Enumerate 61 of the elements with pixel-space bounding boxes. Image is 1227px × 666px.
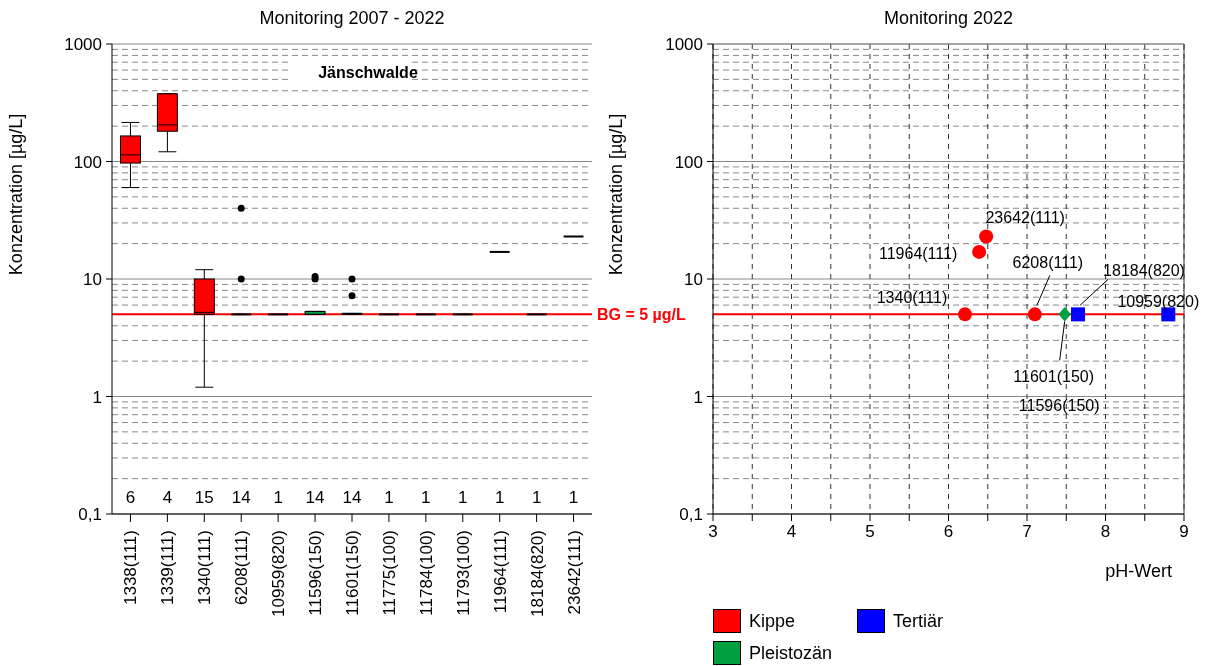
legend-label: Tertiär (893, 610, 944, 632)
x-axis-title: pH-Wert (1105, 561, 1172, 581)
annotation: 1 (273, 488, 283, 507)
annotation: 14 (305, 488, 325, 507)
annotation: 1340(111) (876, 289, 948, 307)
chart-title: Monitoring 2022 (882, 8, 1015, 29)
x-tick-label: 11784(100) (416, 530, 436, 616)
legend-label: Kippe (749, 610, 796, 632)
y-tick-label: 10 (684, 270, 703, 289)
x-tick-label: 9 (1179, 522, 1189, 541)
y-tick-label: 0,1 (78, 505, 102, 524)
y-tick-label: 1 (693, 387, 703, 407)
y-tick-label: 0,1 (679, 505, 703, 524)
y-tick-label: 1000 (64, 35, 102, 54)
x-tick-label: 3 (708, 522, 718, 541)
annotation: 23642(111) (985, 209, 1065, 227)
annotation: 1 (568, 488, 579, 507)
x-tick-label: 10959(820) (269, 530, 289, 617)
annotation: 1 (421, 488, 431, 507)
annotation: 6208(111) (1012, 254, 1084, 272)
x-tick-label: 8 (1100, 522, 1111, 541)
chart-title: Monitoring 2007 - 2022 (258, 8, 446, 29)
y-tick-label: 10 (83, 270, 102, 289)
annotation: 10959(820) (1117, 293, 1200, 311)
annotation: 1 (494, 488, 505, 507)
annotation: 11964(111) (878, 244, 958, 262)
annotation: 11596(150) (1018, 396, 1100, 414)
annotation: 14 (231, 488, 251, 507)
annotation: 1 (384, 488, 394, 507)
y-axis-title: Konzentration [µg/L] (6, 113, 26, 276)
x-tick-label: 1340(111) (195, 530, 215, 605)
y-tick-label: 100 (674, 152, 703, 172)
annotation: Jänschwalde (318, 64, 418, 81)
x-tick-label: 11793(100) (453, 530, 473, 616)
annotation: 1 (458, 488, 468, 507)
annotation: 1 (531, 488, 542, 507)
x-tick-label: 23642(111) (564, 530, 584, 615)
x-tick-label: 11596(150) (306, 530, 326, 616)
y-tick-label: 1 (92, 387, 102, 407)
annotation: 6 (125, 488, 136, 507)
x-tick-label: 11964(111) (490, 530, 510, 614)
x-tick-label: 7 (1022, 522, 1032, 541)
y-tick-label: 1000 (665, 35, 703, 54)
annotation: 14 (342, 488, 362, 507)
ref-line-label: BG = 5 µg/L (597, 306, 687, 324)
x-tick-label: 18184(820) (527, 530, 547, 617)
x-tick-label: 11601(150) (343, 530, 362, 616)
x-tick-label: 4 (786, 522, 797, 541)
annotation: 15 (194, 488, 214, 507)
legend-label: Pleistozän (749, 642, 833, 664)
y-axis-title: Konzentration [µg/L] (606, 113, 626, 276)
x-tick-label: 11775(100) (379, 530, 399, 616)
x-tick-label: 1338(111) (121, 530, 141, 605)
annotation: 11601(150) (1013, 368, 1095, 386)
annotation: 4 (162, 488, 173, 507)
x-tick-label: 6 (943, 522, 954, 541)
x-tick-label: 5 (865, 522, 875, 541)
y-tick-label: 100 (73, 152, 102, 172)
x-tick-label: 6208(111) (232, 530, 252, 605)
annotation: 18184(820) (1103, 262, 1185, 280)
x-tick-label: 1339(111) (158, 530, 178, 605)
